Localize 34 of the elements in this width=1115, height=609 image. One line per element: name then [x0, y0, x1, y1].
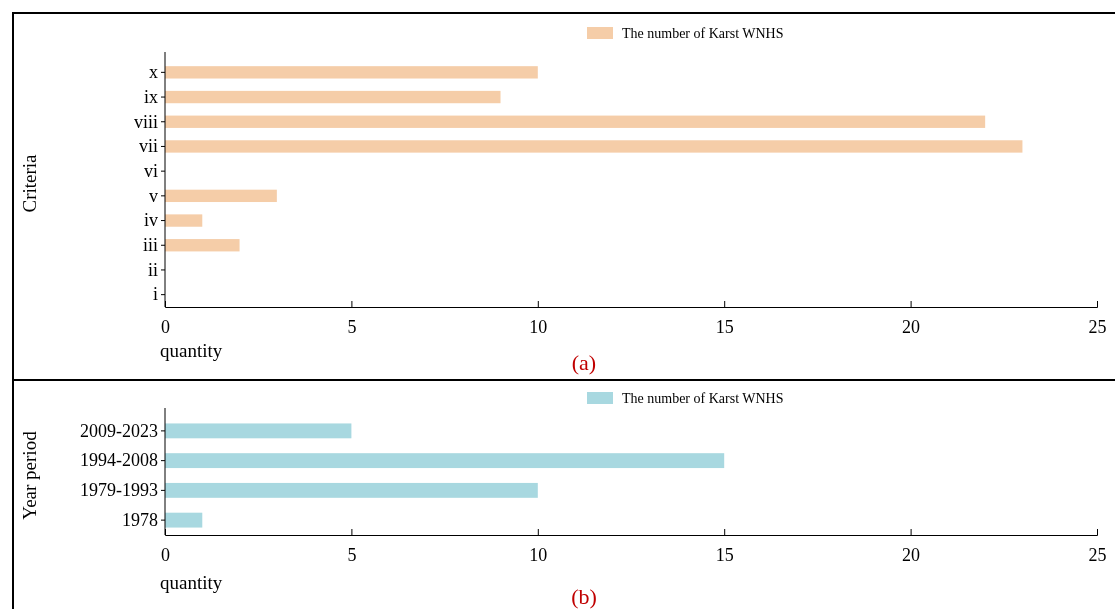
x-tick-label: 10	[529, 317, 548, 338]
y-tick-label: 1979-1993	[80, 480, 158, 501]
y-tick-label: iv	[143, 210, 158, 231]
y-tick-label: 1978	[122, 509, 158, 530]
y-tick-label: vii	[138, 136, 158, 157]
x-tick-label: 25	[1088, 545, 1107, 566]
x-tick-label: 25	[1088, 317, 1107, 338]
y-tick-label: ii	[147, 259, 158, 280]
legend-label: The number of Karst WNHS	[622, 391, 784, 406]
x-tick-label: 0	[161, 317, 170, 338]
x-tick-label: 15	[715, 317, 734, 338]
y-tick-label: iii	[142, 235, 158, 256]
x-tick-label: 20	[902, 545, 921, 566]
x-axis-title: quantity	[160, 572, 223, 593]
legend-label: The number of Karst WNHS	[622, 26, 784, 41]
text: (a)	[571, 350, 597, 375]
x-tick-label: 5	[347, 317, 357, 338]
y-tick-label: ix	[143, 86, 158, 107]
x-tick-label: 10	[529, 545, 548, 566]
y-tick-label: viii	[133, 111, 158, 132]
y-tick-label: v	[149, 185, 158, 206]
y-tick-label: x	[149, 62, 158, 83]
y-axis-title: Criteria	[19, 153, 40, 213]
x-tick-label: 5	[347, 545, 357, 566]
x-tick-label: 15	[715, 545, 734, 566]
x-tick-label: 0	[161, 545, 170, 566]
y-tick-label: vi	[143, 160, 158, 181]
x-tick-label: 20	[902, 317, 921, 338]
y-tick-label: 1994-2008	[80, 450, 158, 471]
y-tick-label: 2009-2023	[80, 420, 158, 441]
y-axis-title: Year period	[19, 430, 40, 520]
y-tick-label: i	[152, 284, 158, 305]
text: (b)	[571, 584, 597, 609]
x-axis-title: quantity	[160, 340, 223, 361]
